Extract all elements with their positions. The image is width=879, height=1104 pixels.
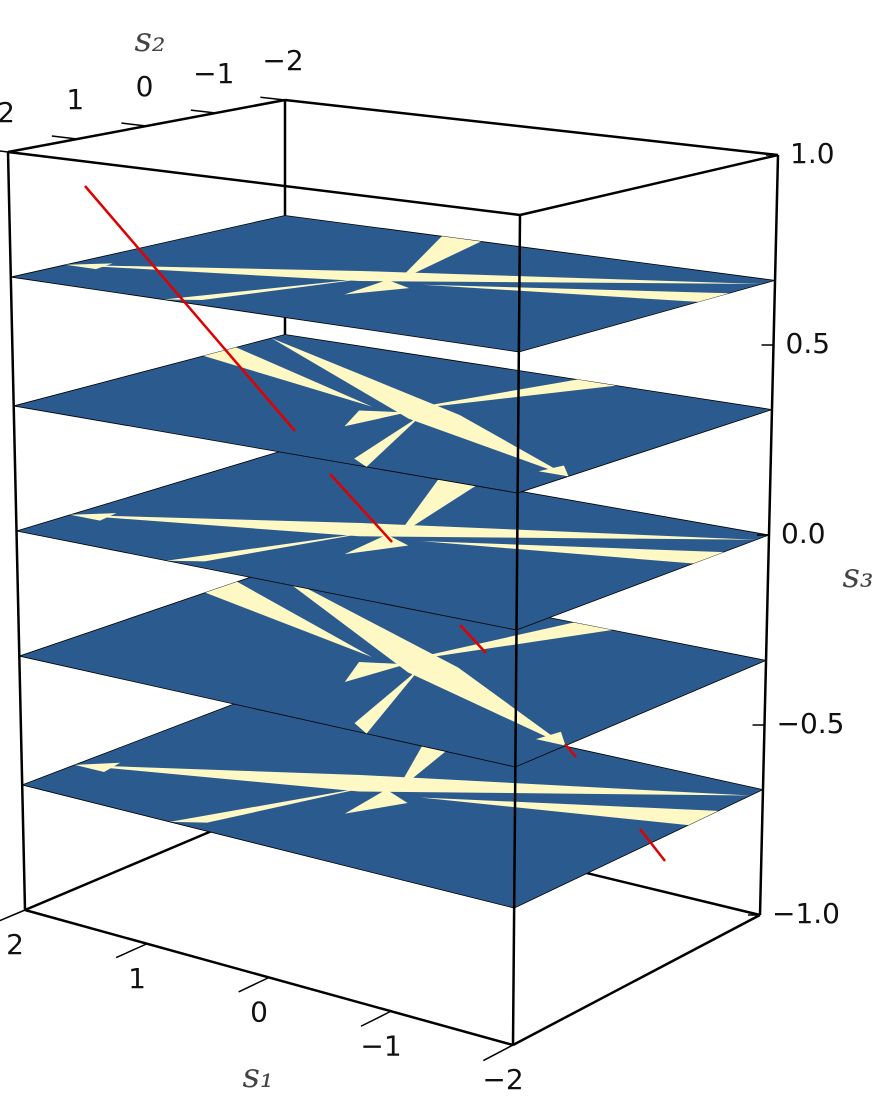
z-tick-label: 0.5 <box>786 327 831 360</box>
slice-region <box>421 541 724 564</box>
slice-region <box>65 263 113 270</box>
x-tick-label: 1 <box>128 962 146 995</box>
z-tick-label: 0.0 <box>781 517 826 550</box>
x-tick-label: 2 <box>6 928 24 961</box>
x-tick <box>0 909 26 922</box>
box-edge <box>284 98 779 157</box>
z-tick-label: −1.0 <box>772 897 840 930</box>
slice-region <box>65 264 763 284</box>
slice-region <box>354 414 422 467</box>
slice-region <box>344 534 409 555</box>
z-tick-label: −0.5 <box>777 707 845 740</box>
slice-region <box>169 786 372 823</box>
box-edge <box>6 151 27 911</box>
x-tick <box>115 943 148 959</box>
x-tick-label: 0 <box>250 996 268 1029</box>
slice-region <box>354 667 421 734</box>
x-tick-label: −1 <box>360 1029 401 1062</box>
y-tick-label: −1 <box>193 57 234 90</box>
x-tick <box>360 1010 392 1027</box>
box-edge <box>7 150 521 217</box>
slice-region <box>70 513 117 521</box>
x-axis-label: s₁ <box>242 1056 273 1096</box>
slice <box>20 684 765 909</box>
slice-region <box>397 236 482 282</box>
red-line-segment <box>564 743 577 758</box>
z-tick-label: 1.0 <box>790 137 835 170</box>
slice-region <box>344 789 408 814</box>
slice-region <box>163 277 373 301</box>
box-edge <box>511 214 522 1046</box>
slice-region <box>205 581 372 658</box>
y-tick-label: 2 <box>0 96 15 129</box>
y-axis-label: s₂ <box>134 20 165 60</box>
slice-region <box>396 477 479 537</box>
red-line-segment <box>84 185 296 432</box>
y-tick-label: 1 <box>66 83 84 116</box>
slice-region <box>166 531 373 562</box>
y-tick-label: −2 <box>262 44 303 77</box>
slice-region <box>535 731 566 746</box>
x-tick <box>238 976 270 993</box>
slice-region <box>70 514 757 540</box>
slice-region <box>422 284 729 302</box>
slice-region <box>344 661 407 682</box>
slice-region <box>396 622 613 663</box>
box-edge <box>519 153 779 217</box>
slice-region <box>397 379 617 411</box>
slice <box>16 449 771 631</box>
x-tick-label: −2 <box>482 1063 523 1096</box>
slice <box>13 334 773 494</box>
slice <box>10 215 776 353</box>
y-tick <box>121 122 147 127</box>
z-axis-label: s₃ <box>842 556 873 596</box>
red-line-segment <box>639 828 666 862</box>
y-tick <box>0 150 9 153</box>
y-tick <box>51 135 78 140</box>
slice-region <box>344 279 410 295</box>
slice-region <box>344 410 407 427</box>
x-tick <box>483 1044 514 1062</box>
box-edge <box>512 913 761 1047</box>
slice-region <box>538 465 569 477</box>
y-tick-label: 0 <box>136 70 154 103</box>
slice-region <box>420 797 719 826</box>
red-line-segment <box>329 473 393 543</box>
red-line-segment <box>459 624 487 654</box>
slice-region <box>74 762 121 773</box>
slice-region <box>203 347 373 407</box>
y-tick <box>260 96 286 101</box>
slice-region <box>74 764 751 796</box>
y-tick <box>190 109 216 114</box>
red-line <box>84 185 666 862</box>
